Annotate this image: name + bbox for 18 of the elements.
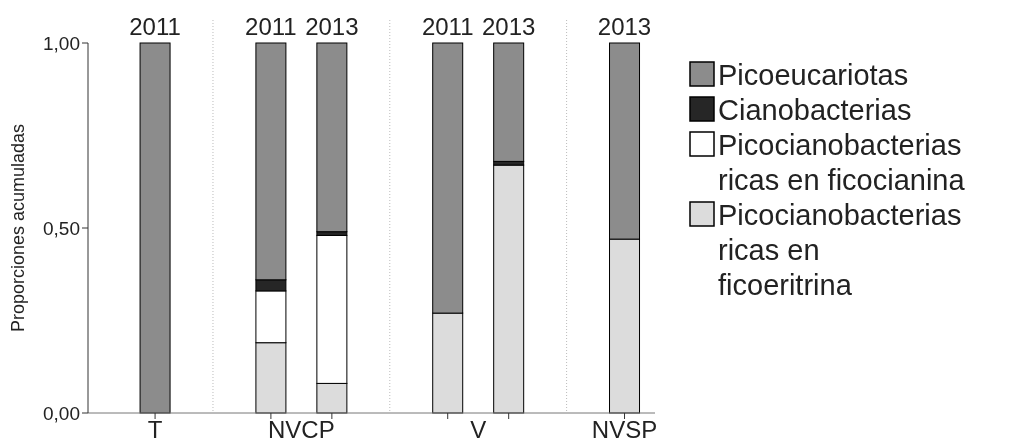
y-axis-title: Proporciones acumuladas bbox=[8, 123, 28, 333]
x-tick-label: 2011 bbox=[129, 13, 181, 40]
legend-label: Cianobacterias bbox=[718, 94, 912, 126]
x-tick-label: 2011 bbox=[421, 13, 474, 40]
y-tick-label: 1,00 bbox=[43, 33, 80, 54]
x-tick-label: 2013 bbox=[597, 13, 652, 40]
x-tick-label: 2011 bbox=[245, 13, 297, 40]
x-tick-label: 2013 bbox=[305, 13, 359, 40]
legend-label: Picocianobacterias ricas en ficoeritrina bbox=[718, 199, 962, 301]
text: V bbox=[470, 416, 487, 443]
text: NVCP bbox=[268, 416, 335, 443]
y-tick-label: 0,50 bbox=[43, 218, 80, 239]
x-tick-label: 2013 bbox=[481, 13, 536, 40]
legend-label: Picocianobacterias ricas en ficocianina bbox=[718, 129, 966, 196]
legend-label: Picoeucariotas bbox=[718, 59, 909, 91]
text: T bbox=[147, 416, 163, 443]
text: NVSP bbox=[591, 416, 658, 443]
y-tick-label: 0,00 bbox=[43, 403, 80, 424]
